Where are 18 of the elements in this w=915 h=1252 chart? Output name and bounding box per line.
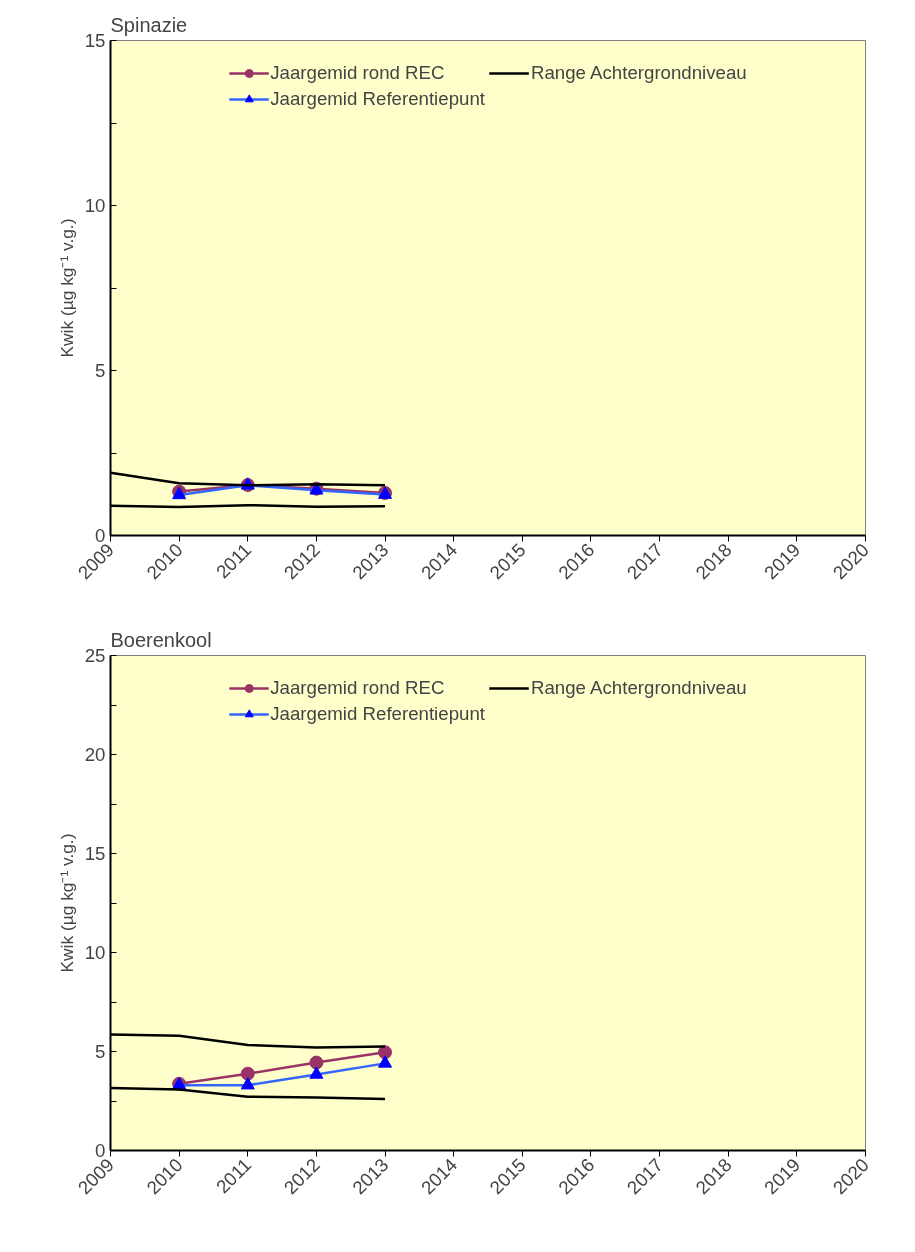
y-tick-label: 25: [84, 645, 106, 666]
y-tick-label: 15: [84, 30, 106, 51]
y-tick-label: 10: [84, 942, 106, 963]
y-tick-label: 5: [95, 360, 106, 381]
legend-label: Range Achtergrondniveau: [530, 677, 747, 699]
y-tick-label: 10: [84, 195, 106, 216]
chart-title: Spinazie: [110, 13, 188, 36]
legend-label: Jaargemid rond REC: [270, 62, 445, 84]
legend-label: Jaargemid rond REC: [270, 677, 445, 699]
legend-label: Jaargemid Referentiepunt: [270, 88, 485, 110]
y-axis-title: Kwik (µg kg⁻¹ v.g.): [56, 833, 77, 973]
y-tick-label: 5: [95, 1041, 106, 1062]
y-tick-label: 15: [84, 843, 106, 864]
y-axis-title: Kwik (µg kg⁻¹ v.g.): [56, 218, 77, 358]
chart-title: Boerenkool: [110, 628, 212, 651]
legend-label: Jaargemid Referentiepunt: [270, 703, 485, 725]
y-tick-label: 20: [84, 744, 106, 765]
legend-label: Range Achtergrondniveau: [530, 62, 747, 84]
